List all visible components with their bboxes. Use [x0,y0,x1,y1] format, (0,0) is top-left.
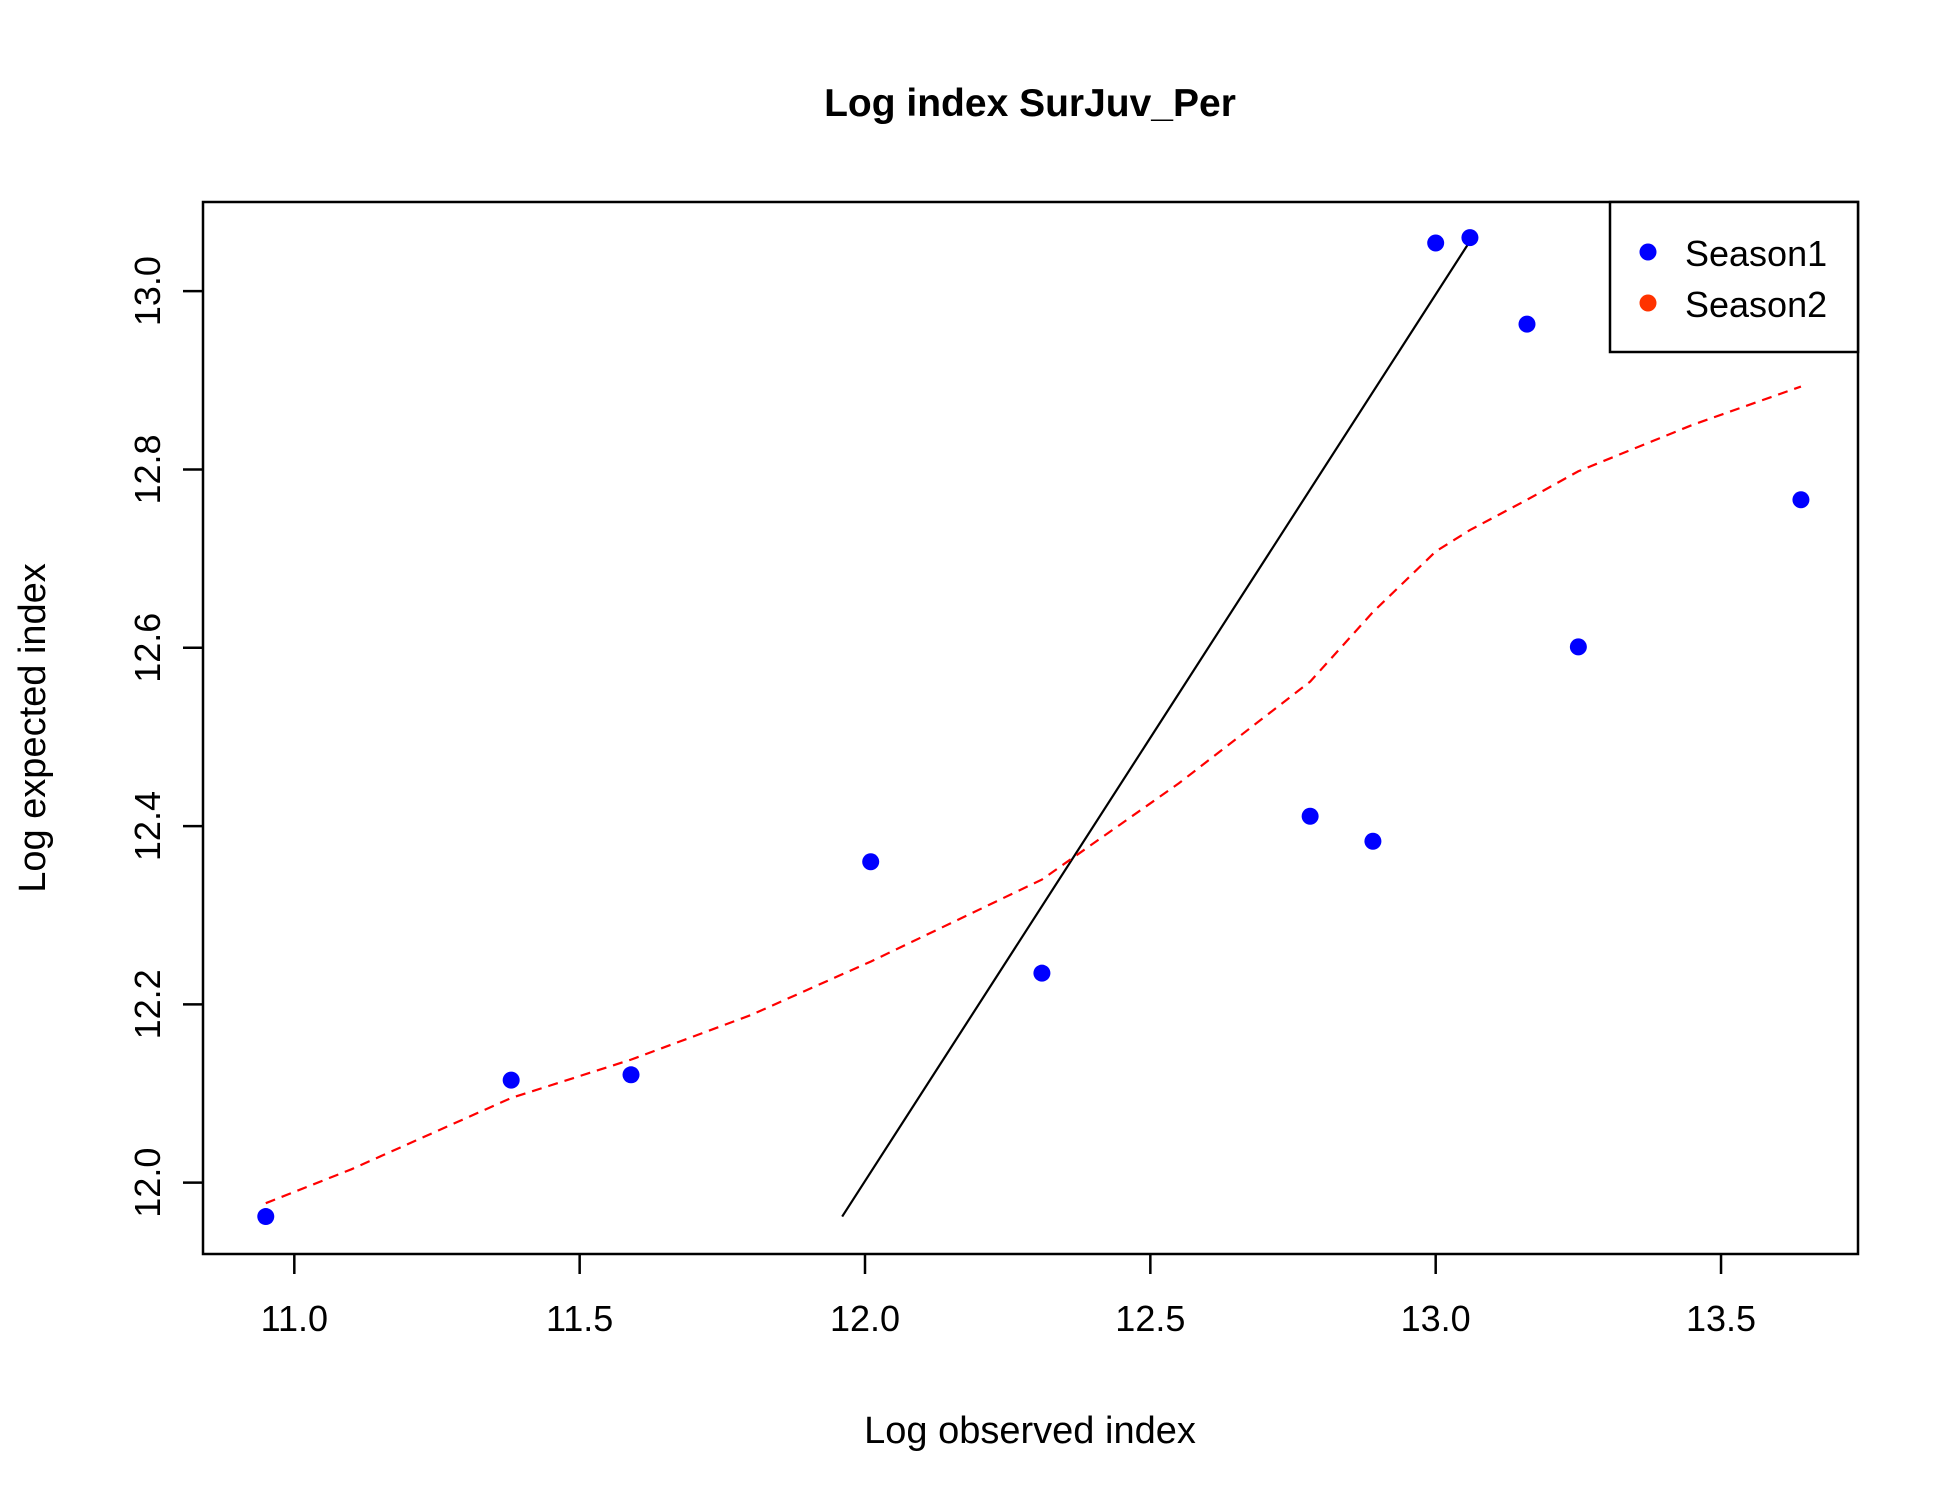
y-tick-label-4: 12.8 [127,434,168,504]
x-tick-label-4: 13.0 [1401,1298,1471,1339]
point-season1-6 [1364,832,1382,850]
point-season1-1 [502,1071,520,1089]
point-season1-11 [1792,491,1810,509]
y-tick-label-3: 12.6 [127,613,168,683]
legend-marker-1 [1639,294,1657,312]
x-tick-label-0: 11.0 [261,1298,328,1339]
point-season1-0 [257,1208,275,1226]
legend-label-1: Season2 [1685,284,1827,325]
point-season1-7 [1427,234,1445,252]
y-tick-label-1: 12.2 [127,969,168,1039]
x-tick-label-2: 12.0 [830,1298,900,1339]
legend: Season1 Season2 [1608,200,1860,354]
point-season1-2 [622,1066,640,1084]
point-season1-4 [1033,964,1051,982]
y-axis-label: Log expected index [12,563,54,893]
y-tick-label-2: 12.4 [127,791,168,861]
x-tick-label-5: 13.5 [1686,1298,1756,1339]
x-tick-label-1: 11.5 [546,1298,613,1339]
legend-marker-0 [1639,243,1657,261]
point-season1-3 [862,853,880,871]
legend-box [1608,200,1860,354]
reference-line [841,240,1471,1218]
point-season1-9 [1518,315,1536,333]
y-axis: 12.0 12.2 12.4 12.6 12.8 13.0 [127,256,203,1218]
chart-title: Log index SurJuv_Per [824,82,1236,125]
x-axis-label: Log observed index [864,1410,1196,1452]
y-tick-label-5: 13.0 [127,256,168,326]
point-season1-10 [1569,638,1587,656]
point-season1-8 [1461,229,1479,247]
plot-area [257,229,1810,1226]
legend-label-0: Season1 [1685,233,1827,274]
plot-frame [201,200,1860,1256]
smooth-line [265,385,1802,1205]
y-tick-label-0: 12.0 [127,1148,168,1218]
point-season1-5 [1301,807,1319,825]
x-tick-label-3: 12.5 [1115,1298,1185,1339]
x-axis: 11.0 11.5 12.0 12.5 13.0 13.5 [261,1254,1756,1339]
